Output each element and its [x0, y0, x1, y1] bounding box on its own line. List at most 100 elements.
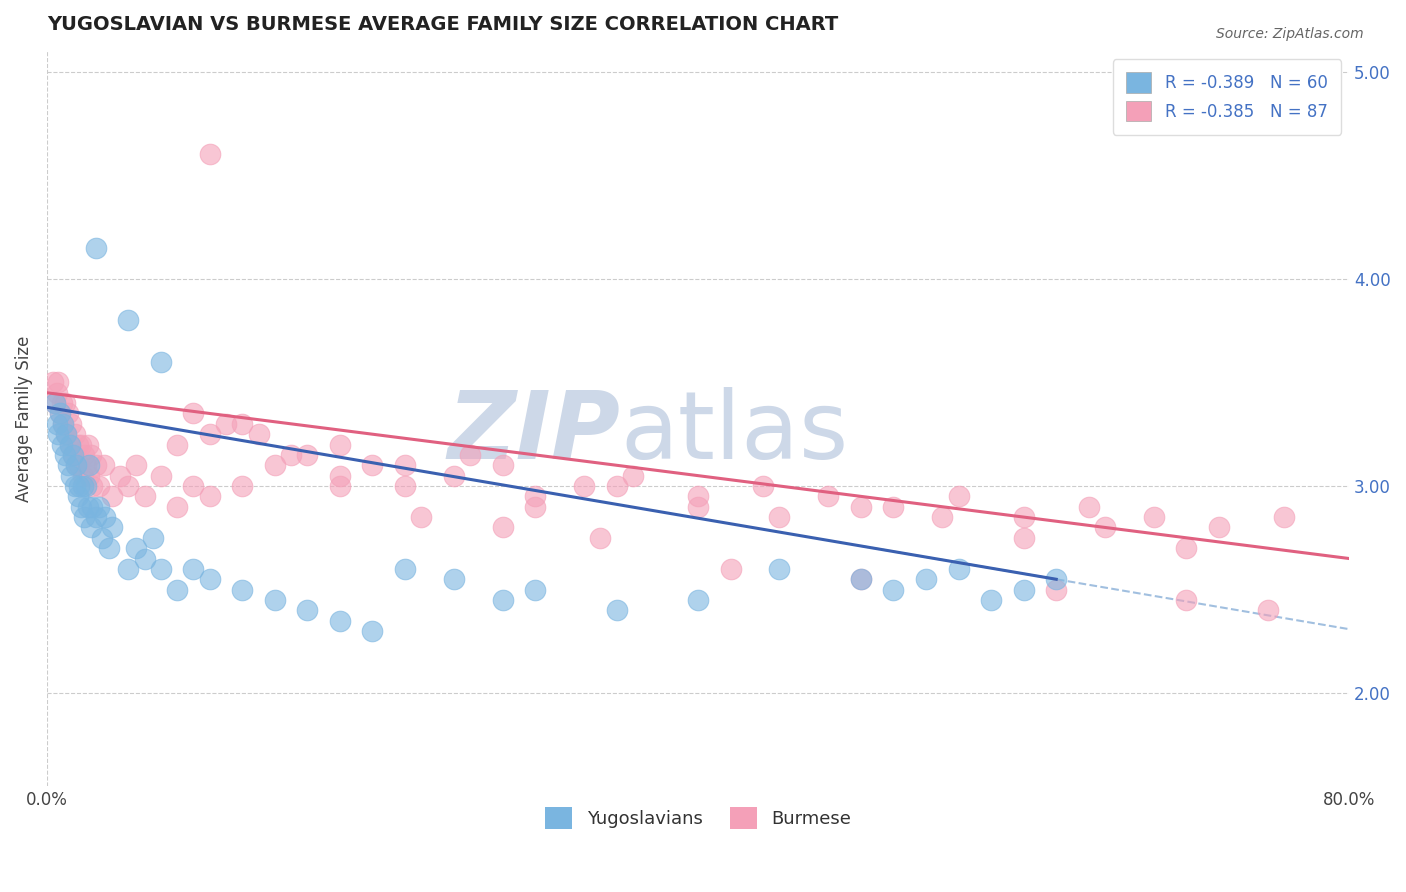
Point [882, 500, 904, 514]
Point [142, 531, 165, 545]
Text: Source: ZipAtlas.com: Source: ZipAtlas.com [1216, 27, 1364, 41]
Legend: Yugoslavians, Burmese: Yugoslavians, Burmese [538, 800, 858, 837]
Point [1045, 572, 1067, 586]
Point [361, 458, 384, 473]
Point [231, 417, 253, 431]
Point [686, 500, 709, 514]
Point [117, 313, 139, 327]
Point [198, 489, 221, 503]
Point [198, 572, 221, 586]
Point [59, 437, 82, 451]
Point [1257, 603, 1279, 617]
Point [87, 500, 110, 514]
Point [166, 500, 188, 514]
Point [183, 562, 205, 576]
Point [117, 562, 139, 576]
Point [1045, 582, 1067, 597]
Point [263, 458, 285, 473]
Point [329, 614, 352, 628]
Point [443, 572, 465, 586]
Point [80, 520, 103, 534]
Point [72, 479, 94, 493]
Point [524, 489, 547, 503]
Point [166, 582, 188, 597]
Point [70, 437, 93, 451]
Point [198, 427, 221, 442]
Point [720, 562, 742, 576]
Point [849, 572, 872, 586]
Point [1012, 531, 1035, 545]
Point [198, 147, 221, 161]
Point [215, 417, 238, 431]
Point [65, 458, 87, 473]
Point [75, 479, 97, 493]
Point [45, 385, 67, 400]
Point [411, 510, 433, 524]
Point [882, 582, 904, 597]
Point [183, 479, 205, 493]
Point [69, 479, 91, 493]
Point [394, 479, 416, 493]
Point [394, 562, 416, 576]
Point [60, 417, 83, 431]
Point [149, 468, 172, 483]
Point [55, 427, 77, 442]
Point [931, 510, 953, 524]
Point [75, 458, 97, 473]
Point [183, 407, 205, 421]
Point [329, 479, 352, 493]
Point [56, 407, 79, 421]
Point [46, 427, 69, 442]
Point [84, 241, 107, 255]
Point [231, 582, 253, 597]
Point [55, 427, 77, 442]
Point [69, 458, 91, 473]
Point [42, 376, 65, 390]
Point [63, 427, 86, 442]
Point [87, 479, 110, 493]
Point [65, 458, 87, 473]
Point [589, 531, 612, 545]
Point [524, 582, 547, 597]
Point [44, 396, 66, 410]
Point [817, 489, 839, 503]
Point [297, 603, 319, 617]
Point [524, 500, 547, 514]
Point [1143, 510, 1166, 524]
Point [72, 468, 94, 483]
Point [56, 458, 79, 473]
Point [492, 593, 515, 607]
Point [849, 572, 872, 586]
Point [329, 468, 352, 483]
Point [686, 489, 709, 503]
Point [149, 562, 172, 576]
Point [1077, 500, 1099, 514]
Point [80, 448, 103, 462]
Point [263, 593, 285, 607]
Point [1175, 593, 1198, 607]
Point [77, 468, 100, 483]
Point [606, 603, 628, 617]
Point [134, 489, 156, 503]
Point [768, 562, 790, 576]
Point [297, 448, 319, 462]
Point [84, 510, 107, 524]
Point [149, 354, 172, 368]
Point [94, 510, 117, 524]
Point [53, 396, 76, 410]
Point [101, 520, 124, 534]
Point [49, 407, 72, 421]
Point [915, 572, 938, 586]
Point [91, 531, 114, 545]
Point [45, 417, 67, 431]
Point [1094, 520, 1116, 534]
Point [63, 479, 86, 493]
Text: ZIP: ZIP [447, 387, 620, 479]
Point [117, 479, 139, 493]
Point [134, 551, 156, 566]
Point [166, 437, 188, 451]
Point [51, 396, 73, 410]
Point [1012, 582, 1035, 597]
Point [686, 593, 709, 607]
Point [361, 624, 384, 638]
